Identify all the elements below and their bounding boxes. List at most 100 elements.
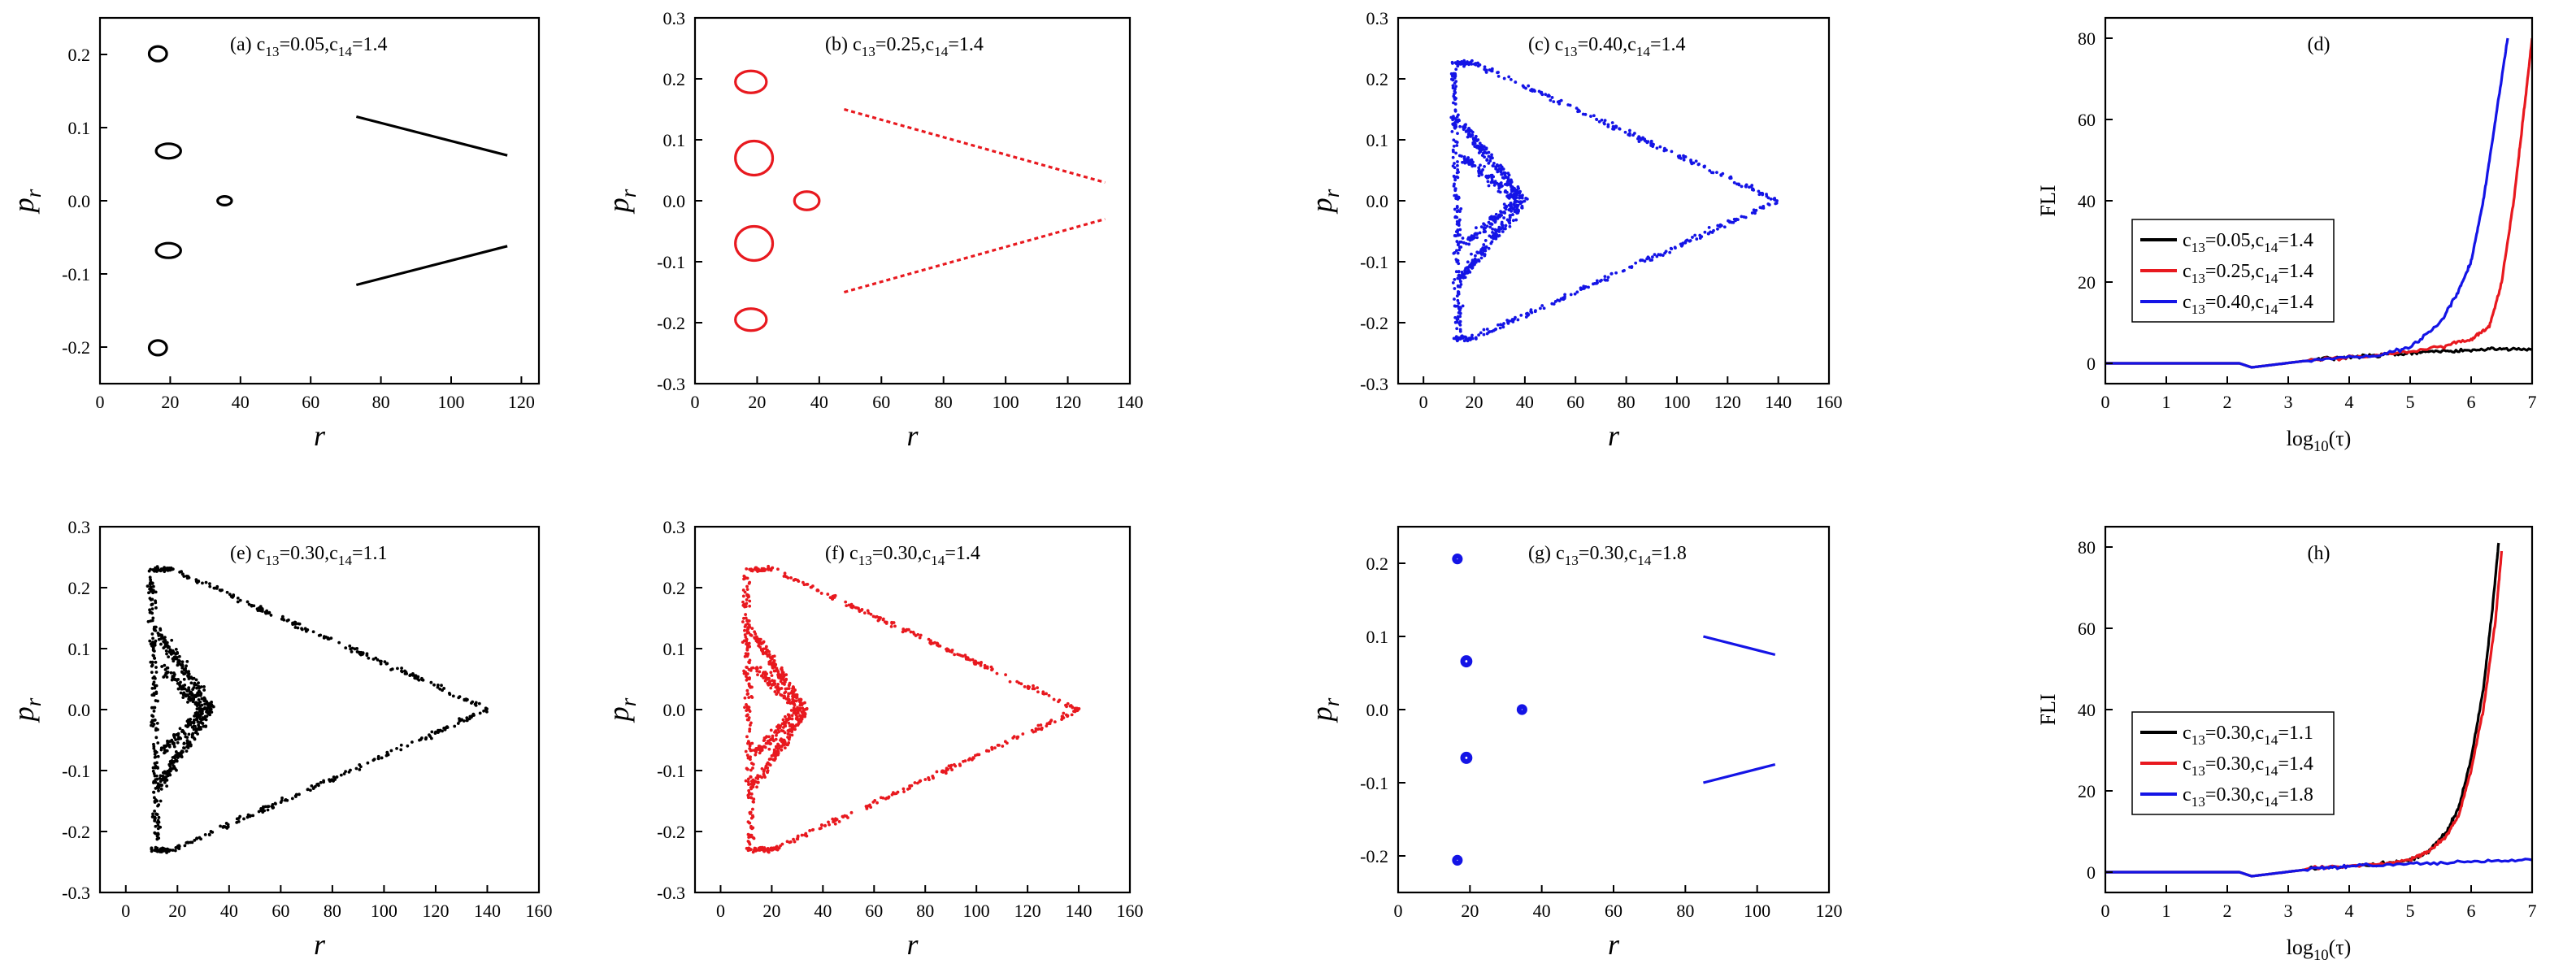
orbit-point xyxy=(177,654,181,658)
orbit-point xyxy=(150,686,154,690)
x-tick-label: 7 xyxy=(2528,392,2537,412)
orbit-point xyxy=(907,627,910,632)
orbit-point xyxy=(1494,212,1498,216)
orbit-point xyxy=(1627,132,1631,136)
orbit-point xyxy=(458,717,461,721)
orbit-point xyxy=(750,827,754,831)
orbit-point xyxy=(747,741,751,745)
orbit-point xyxy=(1465,62,1468,66)
orbit-point xyxy=(151,714,155,719)
orbit-point xyxy=(463,697,467,701)
orbit-point xyxy=(181,685,185,689)
orbit-point xyxy=(1517,186,1521,190)
orbit-point xyxy=(1645,141,1649,145)
orbit-point xyxy=(1662,149,1666,153)
orbit-point xyxy=(782,575,786,578)
orbit-point xyxy=(1761,193,1765,197)
orbit-point xyxy=(1476,145,1479,149)
orbit-point xyxy=(1655,146,1659,150)
orbit-point xyxy=(1499,185,1503,189)
orbit-point xyxy=(212,586,216,590)
orbit-point xyxy=(424,737,428,741)
orbit-point xyxy=(383,660,387,664)
orbit-point xyxy=(1456,258,1460,263)
orbit-point xyxy=(154,824,158,828)
orbit-point xyxy=(1556,298,1560,302)
orbit-point xyxy=(781,718,785,722)
orbit-point xyxy=(150,720,154,724)
orbit-point xyxy=(1458,210,1462,214)
orbit-point xyxy=(159,787,163,791)
x-tick-label: 80 xyxy=(1676,901,1694,921)
orbit-point xyxy=(767,747,771,751)
orbit-point xyxy=(1453,304,1457,308)
orbit-point xyxy=(775,733,778,737)
y-tick-label: 0.3 xyxy=(663,517,686,537)
orbit-point xyxy=(1070,713,1074,717)
x-tick-label: 100 xyxy=(963,901,990,921)
orbit-point xyxy=(1499,323,1503,327)
orbit-point xyxy=(196,711,200,715)
orbit-point xyxy=(155,721,159,725)
orbit-point xyxy=(776,673,780,677)
data-layer xyxy=(2105,37,2532,369)
orbit-point xyxy=(1623,130,1627,134)
orbit-point xyxy=(744,749,748,753)
orbit-point xyxy=(1498,227,1502,231)
orbit-point xyxy=(1458,284,1462,289)
x-axis-label: r xyxy=(314,928,326,961)
orbit-point xyxy=(1514,315,1517,319)
x-tick-label: 100 xyxy=(1663,392,1690,412)
orbit-point xyxy=(296,622,300,626)
orbit-point xyxy=(211,705,215,709)
orbit-point xyxy=(749,775,753,779)
orbit-point xyxy=(772,659,776,662)
orbit-point xyxy=(1479,144,1483,147)
orbit-point xyxy=(1462,241,1466,245)
orbit-point xyxy=(1490,215,1494,219)
orbit-point xyxy=(1529,310,1533,314)
orbit-point xyxy=(162,636,165,640)
orbit-point xyxy=(1474,336,1478,340)
orbit-point xyxy=(1026,686,1030,689)
orbit-point xyxy=(879,796,883,800)
orbit-point xyxy=(187,688,191,692)
orbit-point xyxy=(156,832,160,836)
orbit-point xyxy=(1499,163,1502,167)
orbit-point xyxy=(154,812,158,816)
orbit-point xyxy=(1484,146,1488,150)
orbit-point xyxy=(1703,164,1706,168)
orbit-point xyxy=(1774,202,1778,206)
orbit-point xyxy=(923,778,927,781)
orbit-point xyxy=(474,704,478,707)
y-tick-label: -0.2 xyxy=(1360,313,1388,333)
orbit-point xyxy=(751,778,755,782)
orbit-point xyxy=(184,735,188,739)
plot-frame xyxy=(1397,525,1831,894)
orbit-point xyxy=(742,639,746,643)
orbit-point xyxy=(173,756,177,760)
orbit-point xyxy=(762,745,766,749)
orbit-point xyxy=(1047,693,1051,697)
orbit-point xyxy=(249,814,253,818)
orbit-point xyxy=(147,591,150,595)
orbit-point xyxy=(168,769,172,773)
orbit-point xyxy=(151,590,155,593)
orbit-point xyxy=(985,667,989,670)
orbit-point xyxy=(1604,278,1608,282)
orbit-point xyxy=(1581,112,1585,116)
orbit-point xyxy=(201,722,205,725)
orbit-point xyxy=(1476,251,1479,254)
orbit-point xyxy=(195,836,198,840)
orbit-point xyxy=(159,799,163,803)
orbit-point xyxy=(748,661,751,665)
orbit-point xyxy=(849,810,854,814)
plot-frame xyxy=(693,525,1132,894)
orbit-point xyxy=(447,691,451,695)
orbit-point xyxy=(791,701,795,706)
orbit-point xyxy=(968,757,971,761)
orbit-point xyxy=(1508,221,1512,225)
orbit-point xyxy=(819,823,823,827)
y-axis-label: pr xyxy=(7,697,46,723)
orbit-point xyxy=(1452,251,1456,255)
